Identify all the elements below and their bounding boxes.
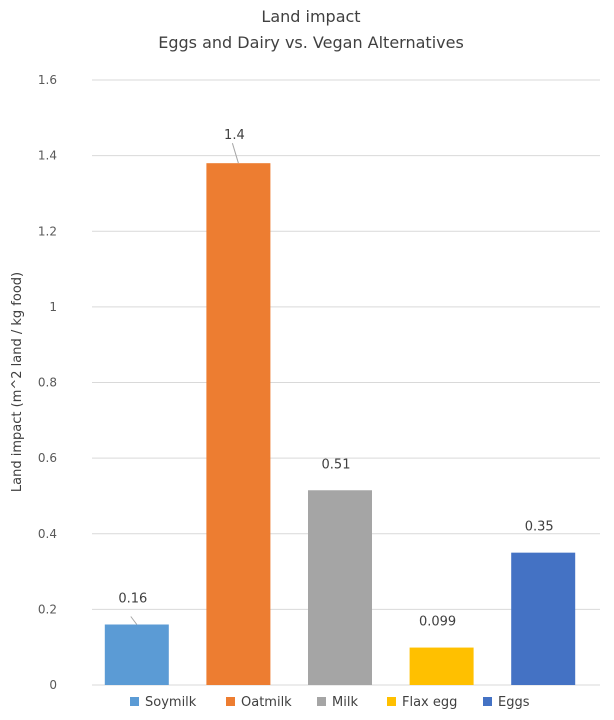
legend-swatch — [483, 697, 492, 706]
bar-oatmilk — [206, 163, 271, 685]
y-tick-label: 0.8 — [38, 376, 57, 390]
legend-swatch — [130, 697, 139, 706]
data-label: 0.099 — [419, 615, 456, 630]
legend-swatch — [226, 697, 235, 706]
bar-eggs — [511, 552, 576, 685]
legend-entry: Flax egg — [402, 695, 457, 710]
y-tick-label: 1 — [49, 300, 57, 314]
gridlines — [92, 79, 600, 686]
legend-entry: Eggs — [498, 695, 530, 710]
y-tick-label: 1.4 — [38, 149, 57, 163]
y-axis-ticks: 0 0.2 0.4 0.6 0.8 1 1.2 1.4 1.6 — [38, 73, 57, 692]
legend-swatch — [317, 697, 326, 706]
legend-entry: Oatmilk — [241, 695, 292, 710]
y-tick-label: 0 — [49, 678, 57, 692]
data-label: 0.16 — [118, 592, 147, 607]
legend-swatch — [387, 697, 396, 706]
y-tick-label: 0.6 — [38, 451, 57, 465]
y-tick-label: 1.6 — [38, 73, 57, 87]
data-label: 0.51 — [322, 457, 351, 472]
y-tick-label: 0.2 — [38, 602, 57, 616]
legend: Soymilk Oatmilk Milk Flax egg Eggs — [130, 695, 530, 710]
bars — [104, 163, 576, 685]
legend-entry: Soymilk — [145, 695, 197, 710]
data-label-leader — [130, 616, 138, 625]
y-tick-label: 0.4 — [38, 527, 57, 541]
bar-milk — [308, 490, 372, 685]
legend-entry: Milk — [332, 695, 358, 710]
y-axis-title: Land impact (m^2 land / kg food) — [10, 272, 25, 492]
y-tick-label: 1.2 — [38, 224, 57, 238]
data-label: 1.4 — [224, 128, 245, 143]
chart-title: Land impact — [261, 7, 360, 26]
bar-soymilk — [104, 624, 169, 685]
data-label: 0.35 — [525, 520, 554, 535]
data-label-leader — [231, 143, 239, 164]
data-labels: 0.16 1.4 0.51 0.099 0.35 — [118, 128, 553, 629]
bar-flax-egg — [409, 647, 474, 685]
chart-subtitle: Eggs and Dairy vs. Vegan Alternatives — [158, 33, 464, 52]
